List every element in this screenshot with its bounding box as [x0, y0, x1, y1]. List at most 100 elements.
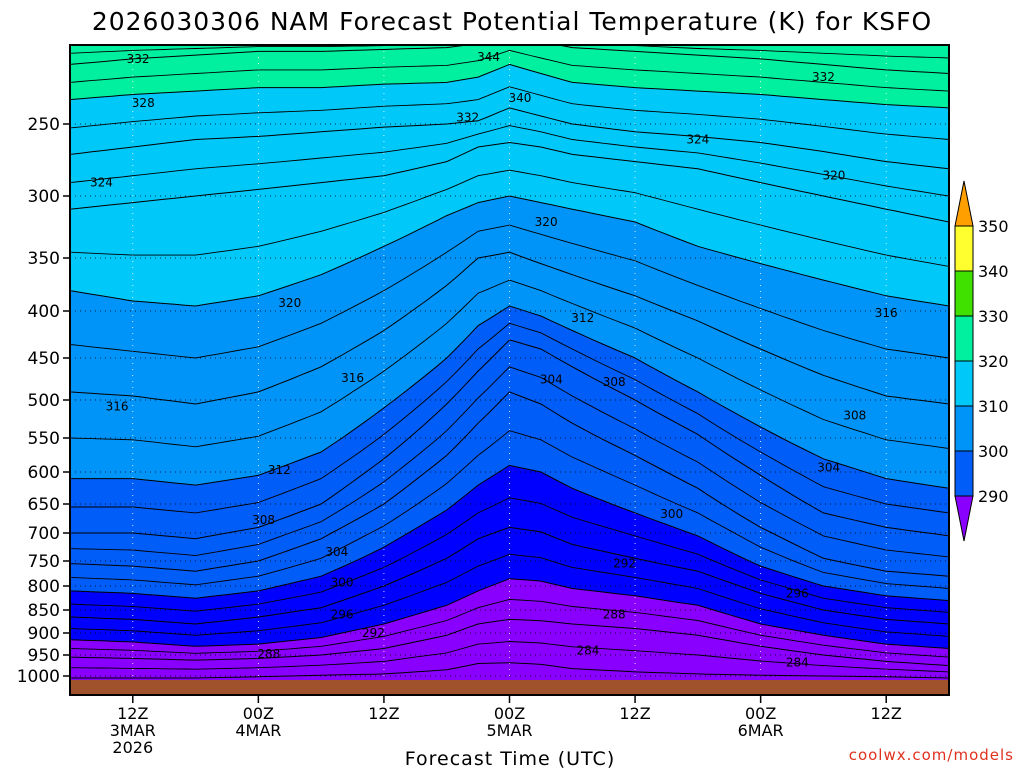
- colorbar-label: 310: [978, 397, 1009, 416]
- isentrope-304: [70, 391, 949, 577]
- ground-surface: [70, 680, 949, 695]
- y-tick-label: 650: [28, 495, 60, 515]
- isentrope-338: [70, 45, 949, 59]
- isentrope-290: [70, 598, 949, 658]
- x-tick-label: 5MAR: [486, 721, 532, 740]
- colorbar: 350 340 330 320 310 300 290: [954, 180, 1009, 542]
- x-tick-label: 3MAR: [110, 721, 156, 740]
- chart-title: 2026030306 NAM Forecast Potential Temper…: [92, 7, 932, 36]
- contour-label: 308: [843, 409, 866, 423]
- isentrope-308: [70, 339, 949, 540]
- y-tick-label: 900: [28, 624, 60, 644]
- isentrope-302: [70, 430, 949, 589]
- y-tick-label: 700: [28, 524, 60, 544]
- contour-label: 288: [603, 608, 626, 622]
- x-tick-label: 2026: [112, 738, 153, 757]
- colorbar-bottom-arrow: [954, 495, 974, 542]
- contour-label: 328: [132, 96, 155, 110]
- isentrope-334: [70, 49, 949, 92]
- x-tick-label: 12Z: [368, 704, 399, 723]
- contour-labels: 332 344 332 328 340 332 324 324 320 320 320 312 316 3…: [90, 50, 898, 670]
- isentrope-294: [70, 553, 949, 637]
- isentrope-326: [70, 125, 949, 197]
- band-336: [70, 45, 949, 74]
- colorbar-label: 330: [978, 307, 1009, 326]
- contour-label: 324: [90, 176, 113, 190]
- x-tick-label: 12Z: [871, 704, 902, 723]
- colorbar-label: 320: [978, 352, 1009, 371]
- contour-label: 288: [257, 647, 280, 661]
- contour-label: 344: [477, 50, 500, 64]
- isentrope-286: [70, 641, 949, 673]
- colorbar-box: [954, 450, 974, 497]
- contour-label: 332: [456, 111, 479, 125]
- contour-label: 332: [127, 52, 150, 66]
- isentrope-336: [70, 45, 949, 74]
- contour-label: 316: [341, 371, 364, 385]
- contour-label: 304: [817, 460, 840, 474]
- isentrope-324: [70, 141, 949, 223]
- band-332: [70, 45, 949, 108]
- x-tick-label: 00Z: [745, 704, 776, 723]
- isentropes: [70, 45, 949, 679]
- isentrope-284: [70, 662, 949, 679]
- contour-label: 308: [603, 375, 626, 389]
- contour-label: 316: [875, 306, 898, 320]
- y-tick-label: 400: [28, 302, 60, 322]
- isentrope-314: [70, 279, 949, 449]
- y-axis: 250 300 350 400 450 500 550 600 650 700 750 800 850 9…: [17, 115, 70, 687]
- y-tick-label: 950: [28, 646, 60, 666]
- y-tick-label: 750: [28, 552, 60, 572]
- isentrope-298: [70, 497, 949, 613]
- contour-label: 340: [509, 91, 532, 105]
- contour-label: 292: [362, 626, 385, 640]
- contour-label: 324: [686, 132, 709, 146]
- contour-label: 320: [822, 169, 845, 183]
- x-tick-label: 00Z: [494, 704, 525, 723]
- contour-label: 308: [252, 513, 275, 527]
- colorbar-label: 300: [978, 442, 1009, 461]
- colorbar-box: [954, 360, 974, 407]
- contour-label: 284: [786, 656, 809, 670]
- y-tick-label: 350: [28, 249, 60, 269]
- isentrope-318: [70, 224, 949, 359]
- contour-label: 296: [786, 586, 809, 600]
- y-tick-label: 250: [28, 115, 60, 135]
- y-tick-label: 1000: [17, 667, 60, 687]
- contour-label: 300: [331, 576, 354, 590]
- isentrope-332: [70, 63, 949, 109]
- filled-contours: [70, 45, 949, 695]
- contour-label: 300: [660, 507, 683, 521]
- contour-label: 304: [325, 545, 348, 559]
- y-tick-label: 550: [28, 429, 60, 449]
- x-tick-label: 4MAR: [235, 721, 281, 740]
- isentrope-296: [70, 526, 949, 625]
- isentrope-306: [70, 366, 949, 558]
- x-axis-label: Forecast Time (UTC): [405, 748, 615, 768]
- contour-label: 292: [613, 557, 636, 571]
- grid-lines: [70, 45, 949, 695]
- x-tick-label: 12Z: [619, 704, 650, 723]
- isentrope-316: [70, 251, 949, 405]
- credit-text: coolwx.com/models: [849, 746, 1014, 764]
- isentrope-330: [70, 86, 949, 140]
- isentrope-320: [70, 195, 949, 307]
- contour-label: 304: [540, 373, 563, 387]
- isentrope-328: [70, 107, 949, 170]
- isentrope-292: [70, 578, 949, 649]
- contour-label: 320: [278, 296, 301, 310]
- x-tick-label: 12Z: [117, 704, 148, 723]
- y-tick-label: 800: [28, 577, 60, 597]
- isentrope-312: [70, 305, 949, 489]
- isentrope-300: [70, 464, 949, 602]
- colorbar-label: 290: [978, 487, 1009, 506]
- isentrope-310: [70, 322, 949, 514]
- isentrope-288: [70, 618, 949, 667]
- colorbar-label: 350: [978, 217, 1009, 236]
- y-tick-label: 500: [28, 391, 60, 411]
- colorbar-label: 340: [978, 262, 1009, 281]
- y-tick-label: 600: [28, 463, 60, 483]
- colorbar-box: [954, 315, 974, 362]
- y-tick-label: 850: [28, 601, 60, 621]
